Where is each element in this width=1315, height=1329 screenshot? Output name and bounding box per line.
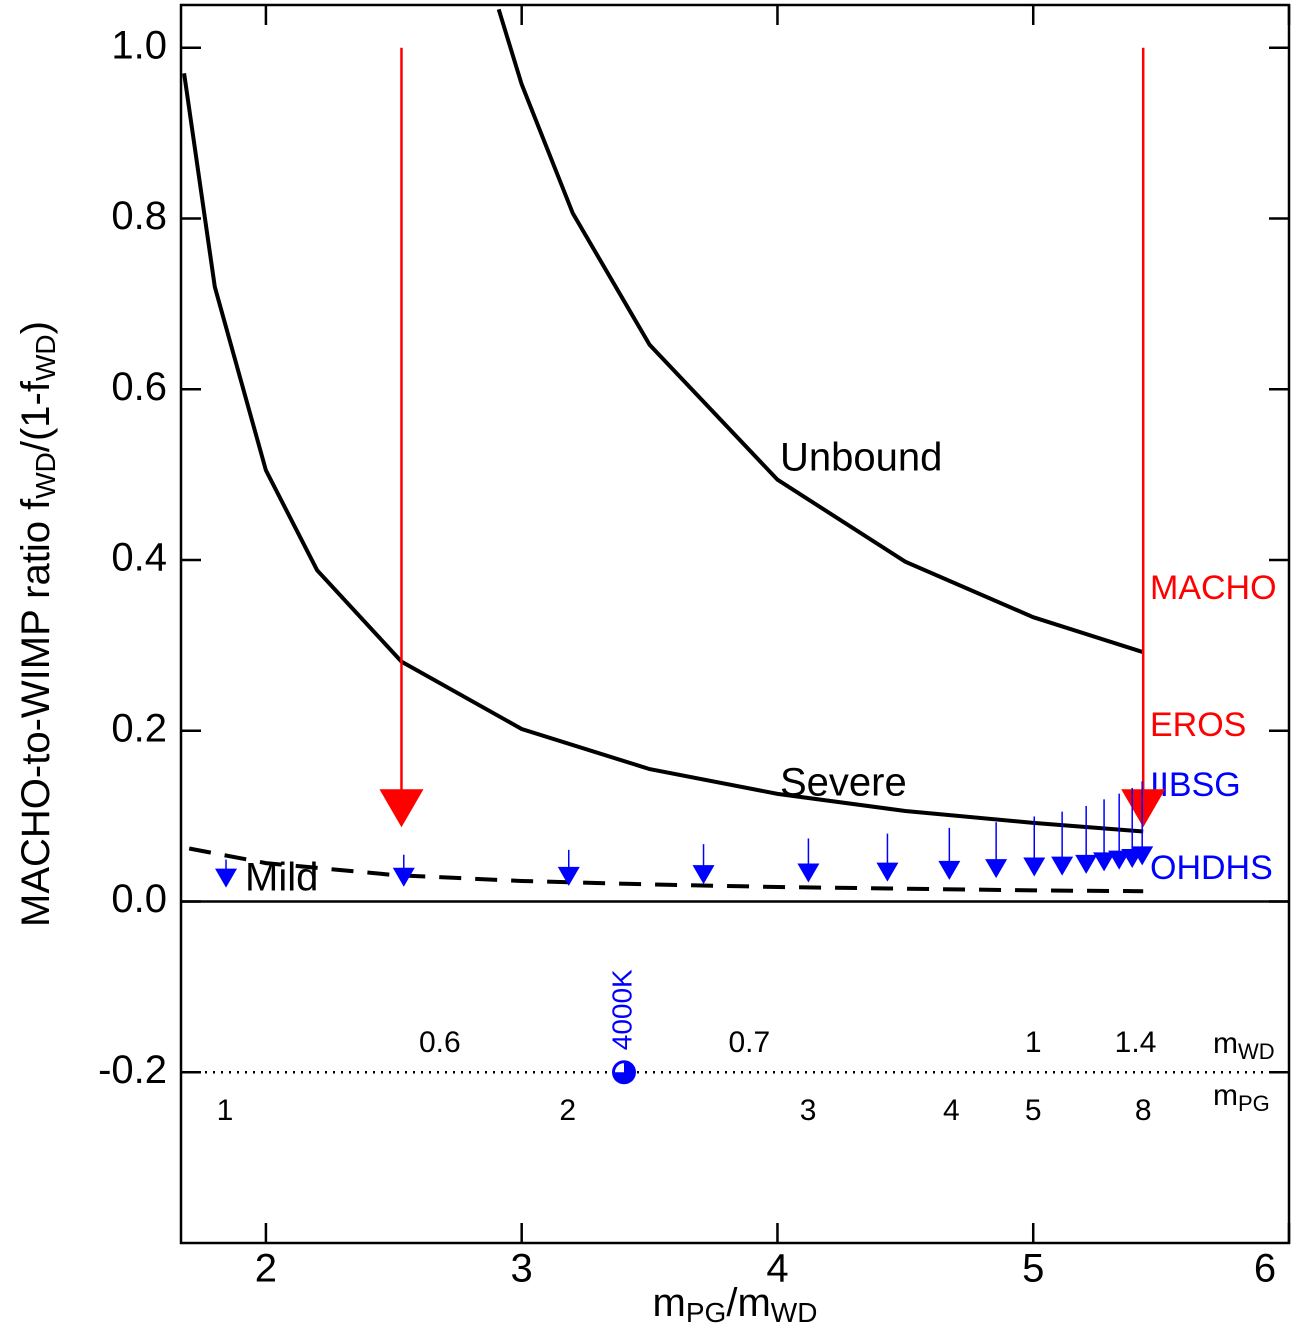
mpg-tick-label: 8 [1135, 1094, 1152, 1127]
y-tick-label: 1.0 [111, 23, 167, 67]
limit-marker [1075, 854, 1098, 874]
limit-marker [985, 859, 1008, 879]
limit-marker [938, 860, 961, 880]
mwd-tick-label: 0.7 [728, 1026, 770, 1059]
x-label-sub: WD [771, 1297, 818, 1328]
x-label-sub: PG [686, 1297, 726, 1328]
mwd-tick-label: 0.6 [419, 1026, 461, 1059]
y-tick-label: 0.6 [111, 365, 167, 409]
x-tick-label: 3 [511, 1247, 533, 1291]
y-tick-label: 0.4 [111, 536, 167, 580]
y-label-part: /(1-f [14, 380, 58, 452]
limit-marker [797, 863, 820, 883]
mwd-tick-label: 1.4 [1115, 1026, 1157, 1059]
limit-marker [392, 867, 415, 887]
y-tick-label: 0.2 [111, 706, 167, 750]
curve [182, 73, 1144, 834]
survey-label: OHDHS [1150, 849, 1273, 887]
scale-name-sub: PG [1238, 1091, 1270, 1116]
limit-marker [1093, 852, 1116, 872]
limit-marker [215, 868, 238, 888]
curve [496, 8, 1144, 655]
scale-name-sub: WD [1238, 1039, 1275, 1064]
limit-marker [1051, 856, 1074, 876]
limit-marker [876, 862, 899, 882]
plot-frame [179, 3, 1291, 1245]
y-label-part: ) [14, 321, 58, 334]
x-tick-label: 4 [766, 1247, 788, 1291]
scale-name: mPG [1213, 1079, 1270, 1116]
curve [188, 846, 1144, 894]
scale-name-part: m [1213, 1027, 1238, 1060]
x-label-part: /m [726, 1281, 770, 1325]
y-label-sub: WD [30, 334, 61, 381]
x-label-part: m [653, 1281, 686, 1325]
mpg-tick-label: 1 [217, 1094, 234, 1127]
mwd-tick-label: 1 [1025, 1026, 1042, 1059]
survey-label: IIBSG [1150, 766, 1241, 804]
limit-marker [692, 865, 715, 885]
x-axis-label: mPG/mWD [653, 1281, 818, 1329]
y-tick-label: 0.0 [111, 877, 167, 921]
mpg-tick-label: 4 [943, 1094, 960, 1127]
point-wedge [614, 1063, 624, 1073]
y-label-part: MACHO-to-WIMP ratio f [14, 498, 58, 927]
survey-label: MACHO [1150, 569, 1277, 607]
y-tick-label: 0.8 [111, 194, 167, 238]
arrow-head [379, 789, 424, 828]
mpg-tick-label: 5 [1025, 1094, 1042, 1127]
y-tick-label: -0.2 [98, 1048, 167, 1092]
y-label-sub: WD [30, 452, 61, 499]
curve-label: Unbound [780, 436, 942, 480]
survey-label: EROS [1150, 706, 1246, 744]
y-axis-label: MACHO-to-WIMP ratio fWD/(1-fWD) [14, 321, 62, 927]
x-tick-label: 6 [1254, 1247, 1276, 1291]
scale-name-part: m [1213, 1079, 1238, 1112]
x-tick-label: 5 [1022, 1247, 1044, 1291]
x-tick-label: 2 [255, 1247, 277, 1291]
point-label: 4000K [606, 969, 637, 1050]
limit-marker [1108, 850, 1131, 870]
mpg-tick-label: 3 [800, 1094, 817, 1127]
limit-marker [557, 866, 580, 886]
limit-marker [1023, 857, 1046, 877]
mpg-tick-label: 2 [559, 1094, 576, 1127]
limit-marker [1131, 846, 1154, 866]
arrow-head [1121, 789, 1166, 828]
scale-name: mWD [1213, 1027, 1275, 1064]
curve-label: Mild [245, 856, 318, 900]
